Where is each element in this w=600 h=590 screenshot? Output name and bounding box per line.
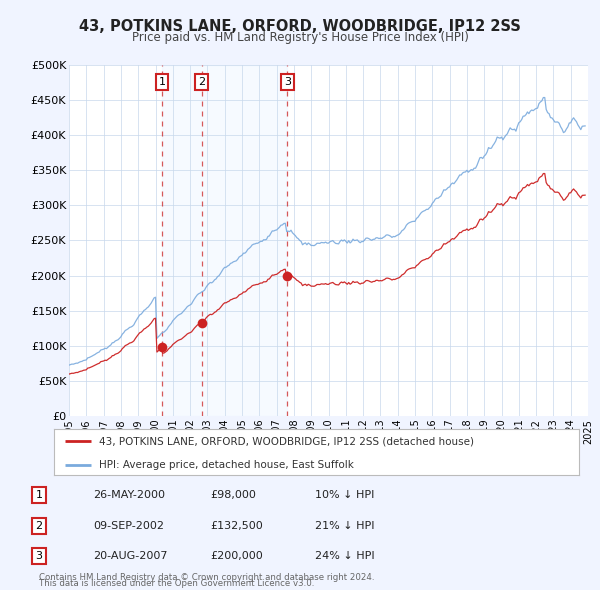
Text: £98,000: £98,000 — [210, 490, 256, 500]
Text: 2: 2 — [198, 77, 205, 87]
Text: 1: 1 — [35, 490, 43, 500]
Text: 1: 1 — [158, 77, 166, 87]
Text: HPI: Average price, detached house, East Suffolk: HPI: Average price, detached house, East… — [98, 460, 353, 470]
Text: 3: 3 — [35, 551, 43, 560]
Text: £200,000: £200,000 — [210, 551, 263, 560]
Text: Contains HM Land Registry data © Crown copyright and database right 2024.: Contains HM Land Registry data © Crown c… — [39, 573, 374, 582]
Text: 21% ↓ HPI: 21% ↓ HPI — [315, 521, 374, 530]
Text: £132,500: £132,500 — [210, 521, 263, 530]
Text: 43, POTKINS LANE, ORFORD, WOODBRIDGE, IP12 2SS (detached house): 43, POTKINS LANE, ORFORD, WOODBRIDGE, IP… — [98, 437, 473, 447]
Text: 10% ↓ HPI: 10% ↓ HPI — [315, 490, 374, 500]
Text: This data is licensed under the Open Government Licence v3.0.: This data is licensed under the Open Gov… — [39, 579, 314, 588]
Text: 24% ↓ HPI: 24% ↓ HPI — [315, 551, 374, 560]
Text: 2: 2 — [35, 521, 43, 530]
Text: Price paid vs. HM Land Registry's House Price Index (HPI): Price paid vs. HM Land Registry's House … — [131, 31, 469, 44]
Bar — [162, 65, 287, 416]
Text: 09-SEP-2002: 09-SEP-2002 — [93, 521, 164, 530]
Text: 3: 3 — [284, 77, 291, 87]
Text: 43, POTKINS LANE, ORFORD, WOODBRIDGE, IP12 2SS: 43, POTKINS LANE, ORFORD, WOODBRIDGE, IP… — [79, 19, 521, 34]
Text: 20-AUG-2007: 20-AUG-2007 — [93, 551, 167, 560]
Text: 26-MAY-2000: 26-MAY-2000 — [93, 490, 165, 500]
